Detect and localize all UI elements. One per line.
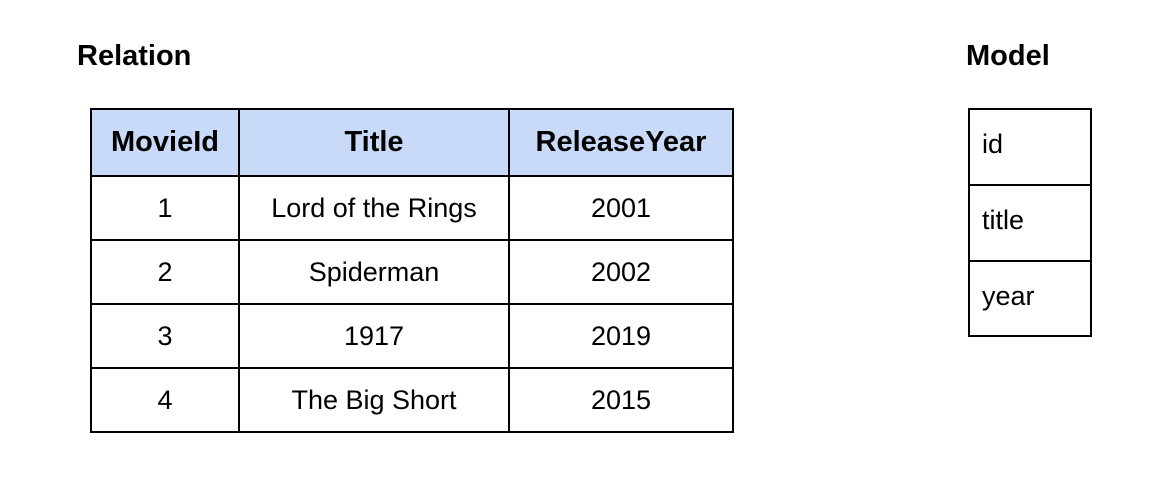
releaseyear-cell: 2019	[508, 303, 734, 369]
releaseyear-cell: 2001	[508, 175, 734, 241]
table-row: 4 The Big Short 2015	[90, 367, 734, 433]
relation-heading: Relation	[77, 40, 192, 72]
title-cell: Spiderman	[238, 239, 510, 305]
model-heading: Model	[966, 40, 1050, 72]
relation-table: MovieId Title ReleaseYear 1 Lord of the …	[90, 108, 734, 433]
model-field-id: id	[970, 110, 1090, 186]
title-cell: The Big Short	[238, 367, 510, 433]
table-row: 1 Lord of the Rings 2001	[90, 175, 734, 241]
model-box: id title year	[968, 108, 1092, 337]
table-row: 3 1917 2019	[90, 303, 734, 369]
movieid-cell: 3	[90, 303, 240, 369]
table-row: 2 Spiderman 2002	[90, 239, 734, 305]
table-header-row: MovieId Title ReleaseYear	[90, 108, 734, 177]
movieid-cell: 2	[90, 239, 240, 305]
releaseyear-cell: 2002	[508, 239, 734, 305]
movieid-cell: 4	[90, 367, 240, 433]
column-header-releaseyear: ReleaseYear	[508, 108, 734, 177]
model-field-year: year	[982, 281, 1035, 311]
column-header-movieid: MovieId	[90, 108, 240, 177]
releaseyear-cell: 2015	[508, 367, 734, 433]
column-header-title: Title	[238, 108, 510, 177]
movieid-cell: 1	[90, 175, 240, 241]
model-field-title: title	[970, 186, 1090, 262]
title-cell: Lord of the Rings	[238, 175, 510, 241]
title-cell: 1917	[238, 303, 510, 369]
